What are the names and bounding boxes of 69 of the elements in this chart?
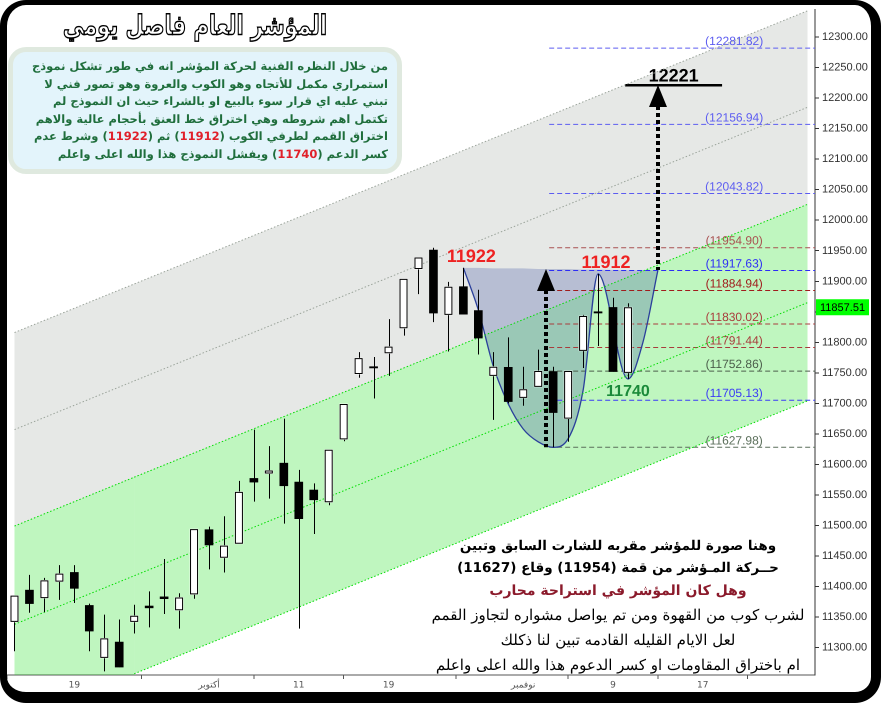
annotation: وهنا صورة للمؤشر مقربه للشارت السابق وتبين حــركة المـؤشر من قمة (11954) وقاع (11627) — [456, 537, 780, 578]
candlestick — [279, 418, 288, 524]
x-tick-label: 17 — [697, 680, 709, 691]
annotation: وهل كان المؤشر في استراحة محارب — [488, 582, 748, 601]
ref-line-label: (12281.82) — [705, 34, 764, 48]
annotation: 11740 — [606, 382, 650, 400]
y-tick-label: 11350.00 — [822, 611, 868, 624]
candlestick — [174, 592, 184, 630]
y-tick-label: 11700.00 — [822, 397, 868, 410]
candlestick — [518, 366, 528, 406]
y-tick-label: 11500.00 — [822, 519, 868, 532]
y-tick-label: 11600.00 — [822, 458, 868, 470]
y-tick-label: 12150.00 — [822, 122, 868, 135]
candlestick — [369, 356, 378, 399]
annotation: 11912 — [582, 252, 631, 272]
candlestick — [354, 352, 363, 378]
annotation: 11922 — [446, 246, 496, 266]
candlestick — [55, 564, 64, 600]
candlestick — [250, 429, 258, 502]
x-tick-label: أكتوبر — [197, 678, 220, 691]
x-tick-label: 11 — [293, 680, 305, 691]
ref-line-label: 12221 — [648, 65, 699, 86]
y-tick-label: 12100.00 — [822, 153, 868, 166]
candlestick — [144, 590, 154, 628]
text: 11857.51 — [820, 302, 866, 314]
ref-line-label: (11705.13) — [706, 386, 763, 400]
candlestick — [384, 318, 393, 376]
y-tick-label: 12300.00 — [822, 31, 868, 44]
ref-line-label: (11884.94) — [706, 276, 763, 290]
ref-line-label: (12043.82) — [705, 179, 764, 194]
annotation: لشرب كوب من القهوة ومن تم يواصل مشواره لتجاوز القمم لعل الايام القليله القادمه تبين لنا ذكلك ام باختراق المقاومات او كسر الدعوم هذا والله اعلى واعلم — [430, 605, 806, 676]
ref-line-label: (11917.63) — [706, 256, 763, 270]
candlestick — [534, 349, 543, 388]
y-tick-label: 11650.00 — [822, 428, 868, 440]
y-tick-label: 12250.00 — [822, 62, 868, 74]
ref-line-label: (11752.86) — [706, 357, 763, 372]
candlestick — [40, 577, 49, 613]
candlestick — [220, 516, 228, 573]
candlestick — [70, 564, 79, 604]
x-tick-label: 19 — [68, 680, 80, 691]
candlestick — [160, 558, 168, 614]
candlestick — [264, 446, 274, 500]
ref-line-label: (12156.94) — [705, 110, 764, 124]
y-tick-label: 11800.00 — [822, 336, 868, 348]
x-tick-label: 19 — [382, 680, 395, 691]
x-tick-label: نوفمبر — [510, 680, 536, 691]
ref-line-label: (11830.02) — [706, 310, 763, 324]
y-tick-label: 11900.00 — [822, 275, 868, 288]
y-tick-label: 11300.00 — [822, 642, 868, 654]
y-tick-label: 11750.00 — [822, 366, 868, 379]
y-tick-label: 12000.00 — [822, 214, 868, 226]
ref-line-label: (11627.98) — [706, 433, 763, 448]
candlestick — [488, 352, 498, 420]
y-tick-label: 11400.00 — [822, 580, 868, 593]
candlestick — [204, 526, 214, 570]
ref-line-label: (11954.90) — [706, 234, 763, 248]
y-tick-label: 12050.00 — [822, 184, 868, 196]
candlestick — [309, 482, 318, 534]
y-tick-label: 11450.00 — [822, 550, 868, 562]
candlestick — [414, 256, 423, 295]
candlestick — [130, 604, 139, 634]
y-tick-label: 12200.00 — [822, 92, 868, 104]
y-tick-label: 11950.00 — [822, 244, 868, 257]
chart-title: المؤشر العام فاصل يومي — [62, 8, 328, 44]
candlestick — [25, 574, 34, 614]
y-tick-label: 11550.00 — [822, 488, 868, 501]
candlestick — [594, 273, 602, 346]
x-tick-label: 9 — [610, 680, 616, 691]
candlestick — [100, 614, 109, 672]
